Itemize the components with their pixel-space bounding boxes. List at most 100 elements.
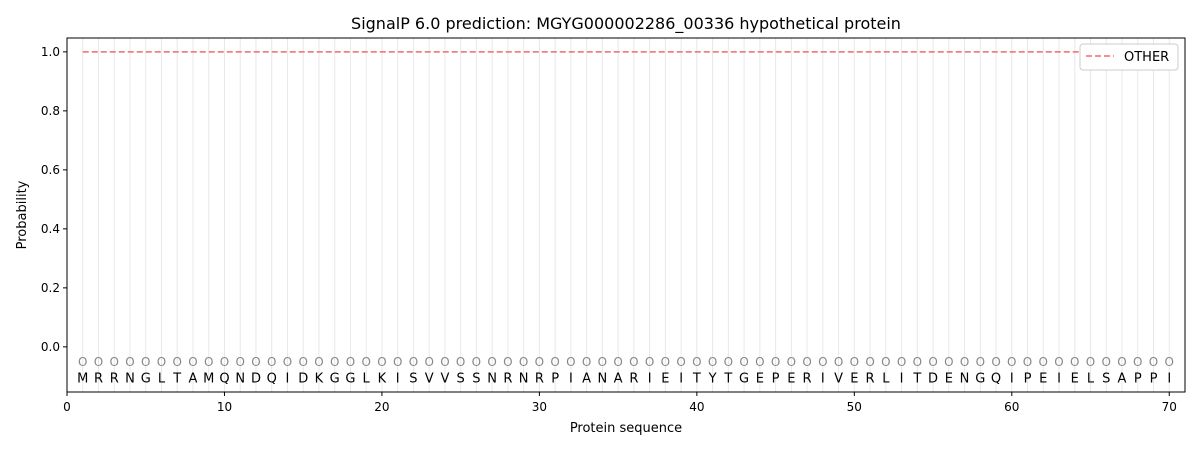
marker-other: O	[456, 355, 465, 369]
residue-label: K	[315, 372, 324, 387]
x-axis-label: Protein sequence	[570, 421, 682, 436]
marker-other: O	[787, 355, 796, 369]
residue-label: E	[945, 372, 953, 387]
residue-label: S	[1102, 372, 1110, 387]
residue-label: E	[661, 372, 669, 387]
marker-other: O	[1149, 355, 1158, 369]
x-tick-label: 0	[63, 400, 71, 414]
residue-label: L	[882, 372, 890, 387]
residue-label: E	[756, 372, 764, 387]
marker-other: O	[991, 355, 1000, 369]
residue-label: Q	[219, 372, 229, 387]
marker-other: O	[1117, 355, 1126, 369]
marker-other: O	[928, 355, 937, 369]
residue-label: V	[425, 372, 434, 387]
x-tick-label: 60	[1004, 400, 1019, 414]
marker-other: O	[110, 355, 119, 369]
residue-label: L	[1087, 372, 1095, 387]
residue-label: P	[772, 372, 780, 387]
marker-other: O	[361, 355, 370, 369]
residue-label: R	[110, 372, 119, 387]
residue-label: A	[1118, 372, 1127, 387]
y-axis-label: Probability	[15, 180, 30, 249]
y-tick-label: 0.4	[41, 222, 60, 236]
residue-label: I	[821, 372, 825, 387]
y-tick-label: 0.8	[41, 104, 60, 118]
residue-label: R	[503, 372, 512, 387]
marker-other: O	[1007, 355, 1016, 369]
marker-other: O	[1165, 355, 1174, 369]
residue-label: T	[723, 372, 732, 387]
residue-label: N	[960, 372, 970, 387]
marker-other: O	[629, 355, 638, 369]
marker-other: O	[409, 355, 418, 369]
residue-label: S	[457, 372, 465, 387]
residue-label: N	[235, 372, 245, 387]
marker-other: O	[708, 355, 717, 369]
residue-label: L	[158, 372, 166, 387]
marker-other: O	[661, 355, 670, 369]
residue-label: E	[1039, 372, 1047, 387]
residue-label: E	[787, 372, 795, 387]
marker-other: O	[598, 355, 607, 369]
residue-label: G	[975, 372, 985, 387]
residue-label: N	[519, 372, 529, 387]
marker-other: O	[314, 355, 323, 369]
marker-other: O	[424, 355, 433, 369]
marker-other: O	[960, 355, 969, 369]
marker-other: O	[440, 355, 449, 369]
marker-other: O	[834, 355, 843, 369]
marker-other: O	[330, 355, 339, 369]
x-tick-label: 20	[374, 400, 389, 414]
residue-label: A	[614, 372, 623, 387]
residue-label: Y	[708, 372, 717, 387]
chart-title: SignalP 6.0 prediction: MGYG000002286_00…	[351, 14, 901, 34]
residue-label: S	[409, 372, 417, 387]
residue-label: N	[598, 372, 608, 387]
x-tick-label: 50	[847, 400, 862, 414]
marker-other: O	[346, 355, 355, 369]
residue-label: G	[739, 372, 749, 387]
residue-label: I	[900, 372, 904, 387]
residue-label: P	[551, 372, 559, 387]
marker-other: O	[582, 355, 591, 369]
residue-label: K	[378, 372, 387, 387]
marker-other: O	[535, 355, 544, 369]
x-tick-label: 70	[1162, 400, 1177, 414]
residue-label: A	[189, 372, 198, 387]
residue-label: D	[928, 372, 938, 387]
residue-label: I	[648, 372, 652, 387]
residue-label: I	[396, 372, 400, 387]
residue-label: I	[569, 372, 573, 387]
residue-label: R	[94, 372, 103, 387]
legend: OTHER	[1079, 43, 1179, 71]
marker-other: O	[771, 355, 780, 369]
residue-label: I	[286, 372, 290, 387]
residue-label: V	[834, 372, 843, 387]
marker-other: O	[739, 355, 748, 369]
marker-other: O	[1102, 355, 1111, 369]
y-tick-label: 0.6	[41, 163, 60, 177]
residue-label: L	[363, 372, 371, 387]
marker-other: O	[566, 355, 575, 369]
marker-other: O	[724, 355, 733, 369]
residue-label: S	[472, 372, 480, 387]
marker-other: O	[267, 355, 276, 369]
marker-other: O	[1070, 355, 1079, 369]
marker-other: O	[519, 355, 528, 369]
marker-other: O	[802, 355, 811, 369]
marker-other: O	[1054, 355, 1063, 369]
marker-other: O	[172, 355, 181, 369]
marker-other: O	[645, 355, 654, 369]
residue-label: P	[1134, 372, 1142, 387]
residue-label: R	[803, 372, 812, 387]
marker-other: O	[755, 355, 764, 369]
marker-other: O	[472, 355, 481, 369]
residue-label: T	[912, 372, 921, 387]
residue-label: T	[172, 372, 181, 387]
residue-label: I	[1010, 372, 1014, 387]
marker-other: O	[913, 355, 922, 369]
marker-other: O	[881, 355, 890, 369]
